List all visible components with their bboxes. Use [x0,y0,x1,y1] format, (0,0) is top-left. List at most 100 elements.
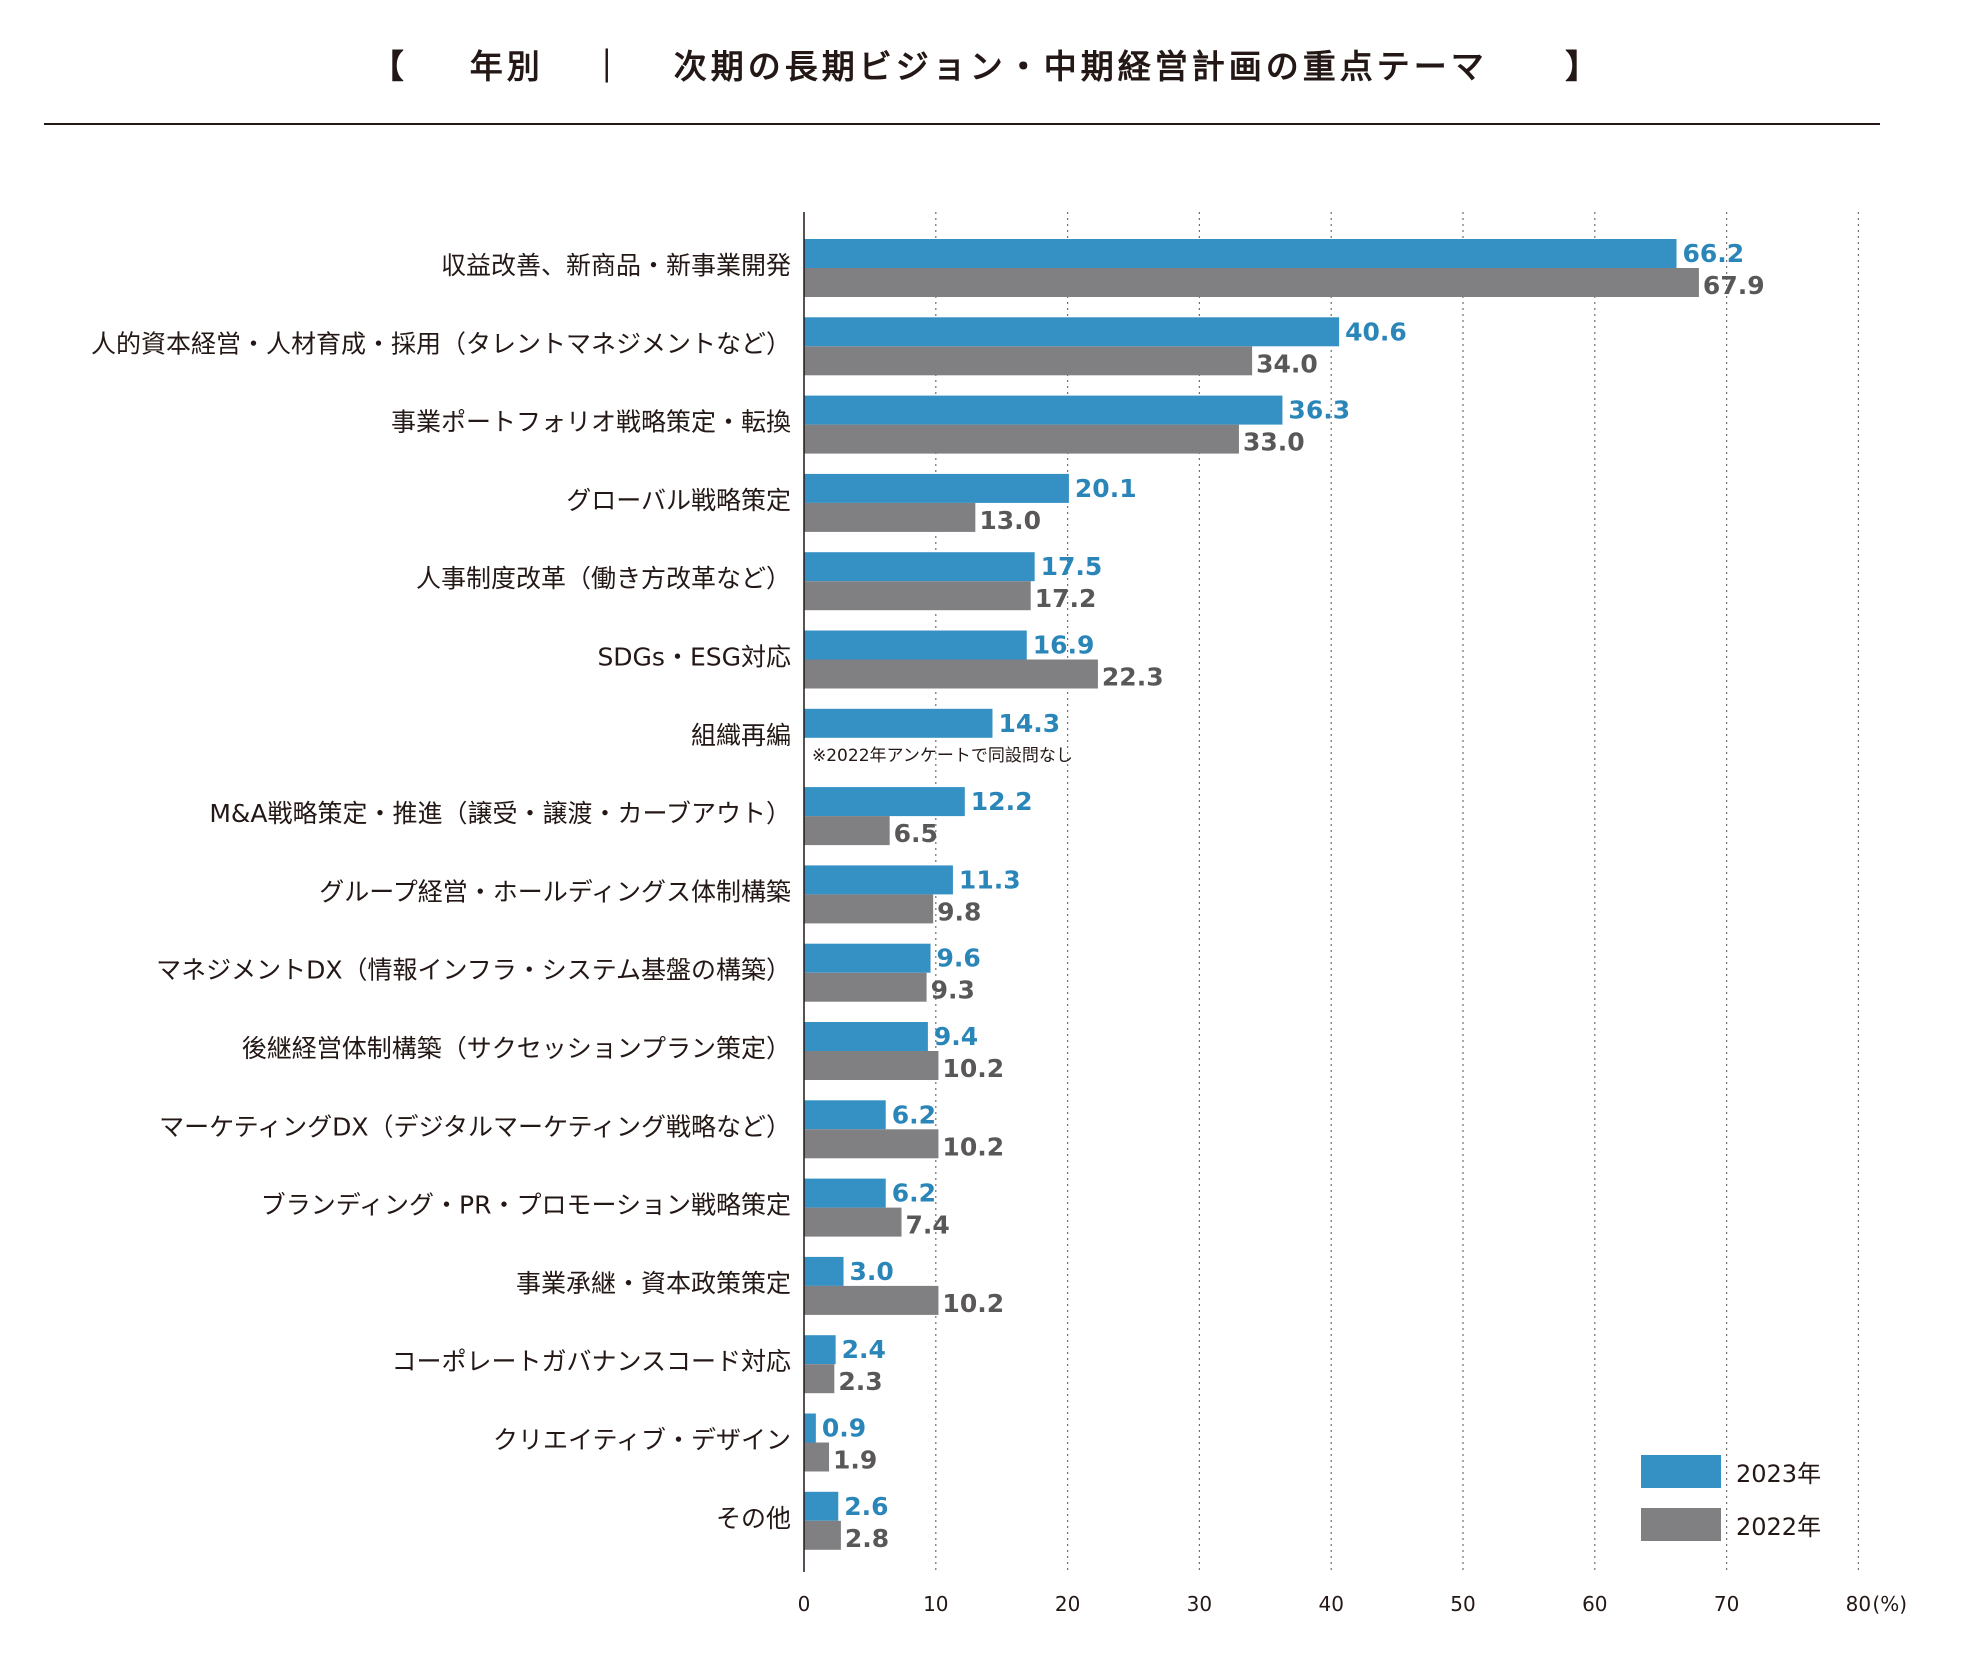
category-label: 組織再編 [691,721,791,750]
bar-2023 [804,1100,886,1130]
value-label-2023: 12.2 [971,787,1033,816]
value-label-2022: 9.8 [937,897,981,926]
x-tick-label: 60 [1582,1592,1607,1616]
title-open-bracket: 【 [370,47,408,86]
value-label-2023: 16.9 [1033,631,1095,660]
bar-2023 [804,1256,844,1286]
category-label: コーポレートガバナンスコード対応 [391,1347,791,1376]
value-label-2023: 11.3 [959,865,1021,894]
category-label: ブランディング・PR・プロモーション戦略策定 [261,1191,791,1220]
bar-2022 [804,816,890,846]
value-labels: 66.2 67.9 40.6 34.0 36.3 33.0 20.1 13.017.5 17.2… [822,239,1765,1553]
value-label-2022: 67.9 [1703,271,1765,300]
value-label-2023: 6.2 [892,1179,936,1208]
category-label: 人事制度改革（働き方改革など） [416,564,791,593]
bar-2022 [804,1207,902,1237]
value-label-2023: 14.3 [998,709,1060,738]
value-label-2022: 22.3 [1102,663,1164,692]
value-label-2022: 34.0 [1256,349,1318,378]
category-label: マネジメントDX（情報インフラ・システム基盤の構築） [156,956,791,985]
value-label-2022: 13.0 [979,506,1041,535]
value-label-2022: 7.4 [906,1211,950,1240]
category-label: SDGs・ESG対応 [597,643,791,672]
value-label-2023: 17.5 [1041,552,1103,581]
annotation-note: ※2022年アンケートで同設問なし [812,746,1073,766]
category-labels: 収益改善、新商品・新事業開発人的資本経営・人材育成・採用（タレントマネジメントな… [91,251,791,1533]
title-separator: ｜ [590,47,628,86]
title-divider [44,123,1880,125]
bar-2022 [804,1364,835,1394]
value-label-2023: 36.3 [1288,396,1350,425]
value-label-2023: 9.4 [934,1022,978,1051]
bars [803,212,1699,1572]
bar-2023 [804,1491,839,1521]
legend-swatch [1641,1455,1721,1488]
value-label-2022: 1.9 [833,1446,877,1475]
category-label: 収益改善、新商品・新事業開発 [441,251,791,280]
value-label-2022: 17.2 [1035,584,1097,613]
category-label: グループ経営・ホールディングス体制構築 [319,877,791,906]
bar-2023 [804,239,1677,268]
bar-2023 [804,1178,886,1208]
value-label-2023: 20.1 [1075,474,1137,503]
bar-2023 [804,1413,816,1443]
value-label-2022: 6.5 [894,819,938,848]
value-label-2023: 6.2 [892,1100,936,1129]
x-tick-label: 0 [798,1592,811,1616]
bar-2023 [804,317,1340,347]
x-tick-label: 40 [1318,1592,1343,1616]
value-label-2022: 10.2 [942,1054,1004,1083]
x-tick-label: 30 [1187,1592,1212,1616]
value-label-2023: 66.2 [1683,239,1745,268]
bar-2022 [804,1520,841,1550]
category-label: 事業承継・資本政策策定 [516,1269,791,1298]
legend-label: 2023年 [1736,1460,1821,1488]
value-label-2023: 2.4 [842,1335,886,1364]
value-label-2023: 3.0 [850,1257,894,1286]
annotations: ※2022年アンケートで同設問なし [812,746,1073,766]
x-tick-label: 20 [1055,1592,1080,1616]
title-text-yearly: 年別 [469,47,544,86]
value-label-2022: 9.3 [931,976,975,1005]
category-label: グローバル戦略策定 [566,486,791,515]
bar-2022 [804,502,976,532]
legend-swatch [1641,1508,1721,1541]
bar-2023 [804,943,931,973]
bar-2022 [804,1129,939,1159]
bar-2022 [804,659,1098,689]
bar-2023 [804,630,1027,660]
value-label-2023: 2.6 [844,1492,888,1521]
x-axis-ticks: 0 10 20 30 40 50 60 70 80 (%) [798,1592,1907,1616]
bar-2023 [804,865,953,895]
x-tick-label: 10 [923,1592,948,1616]
bar-2023 [804,1022,928,1051]
bar-2022 [804,1285,939,1315]
legend-label: 2022年 [1736,1513,1821,1541]
bar-2022 [804,346,1253,376]
bar-2022 [804,424,1239,454]
bar-2023 [804,552,1035,582]
x-tick-label: 50 [1450,1592,1475,1616]
bar-2022 [804,1442,830,1472]
title-close-bracket: 】 [1565,47,1603,86]
title-text-main: 次期の長期ビジョン・中期経営計画の重点テーマ [673,47,1488,86]
value-label-2023: 0.9 [822,1414,866,1443]
value-label-2022: 10.2 [942,1289,1004,1318]
bar-2022 [804,268,1699,297]
category-label: その他 [716,1504,791,1533]
value-label-2023: 40.6 [1345,317,1407,346]
bar-2022 [804,581,1031,611]
category-label: M&A戦略策定・推進（譲受・譲渡・カーブアウト） [209,799,791,828]
value-label-2022: 2.8 [845,1524,889,1553]
x-axis-unit: (%) [1872,1592,1907,1616]
x-tick-label: 70 [1714,1592,1739,1616]
bar-2022 [804,894,934,924]
legend: 2023年 2022年 [1641,1455,1821,1541]
value-label-2023: 9.6 [937,944,981,973]
bar-2023 [804,1335,836,1365]
x-tick-label: 80 [1846,1592,1871,1616]
bar-2023 [804,473,1069,503]
category-label: 後継経営体制構築（サクセッションプラン策定） [242,1034,791,1063]
bar-2023 [804,395,1283,425]
